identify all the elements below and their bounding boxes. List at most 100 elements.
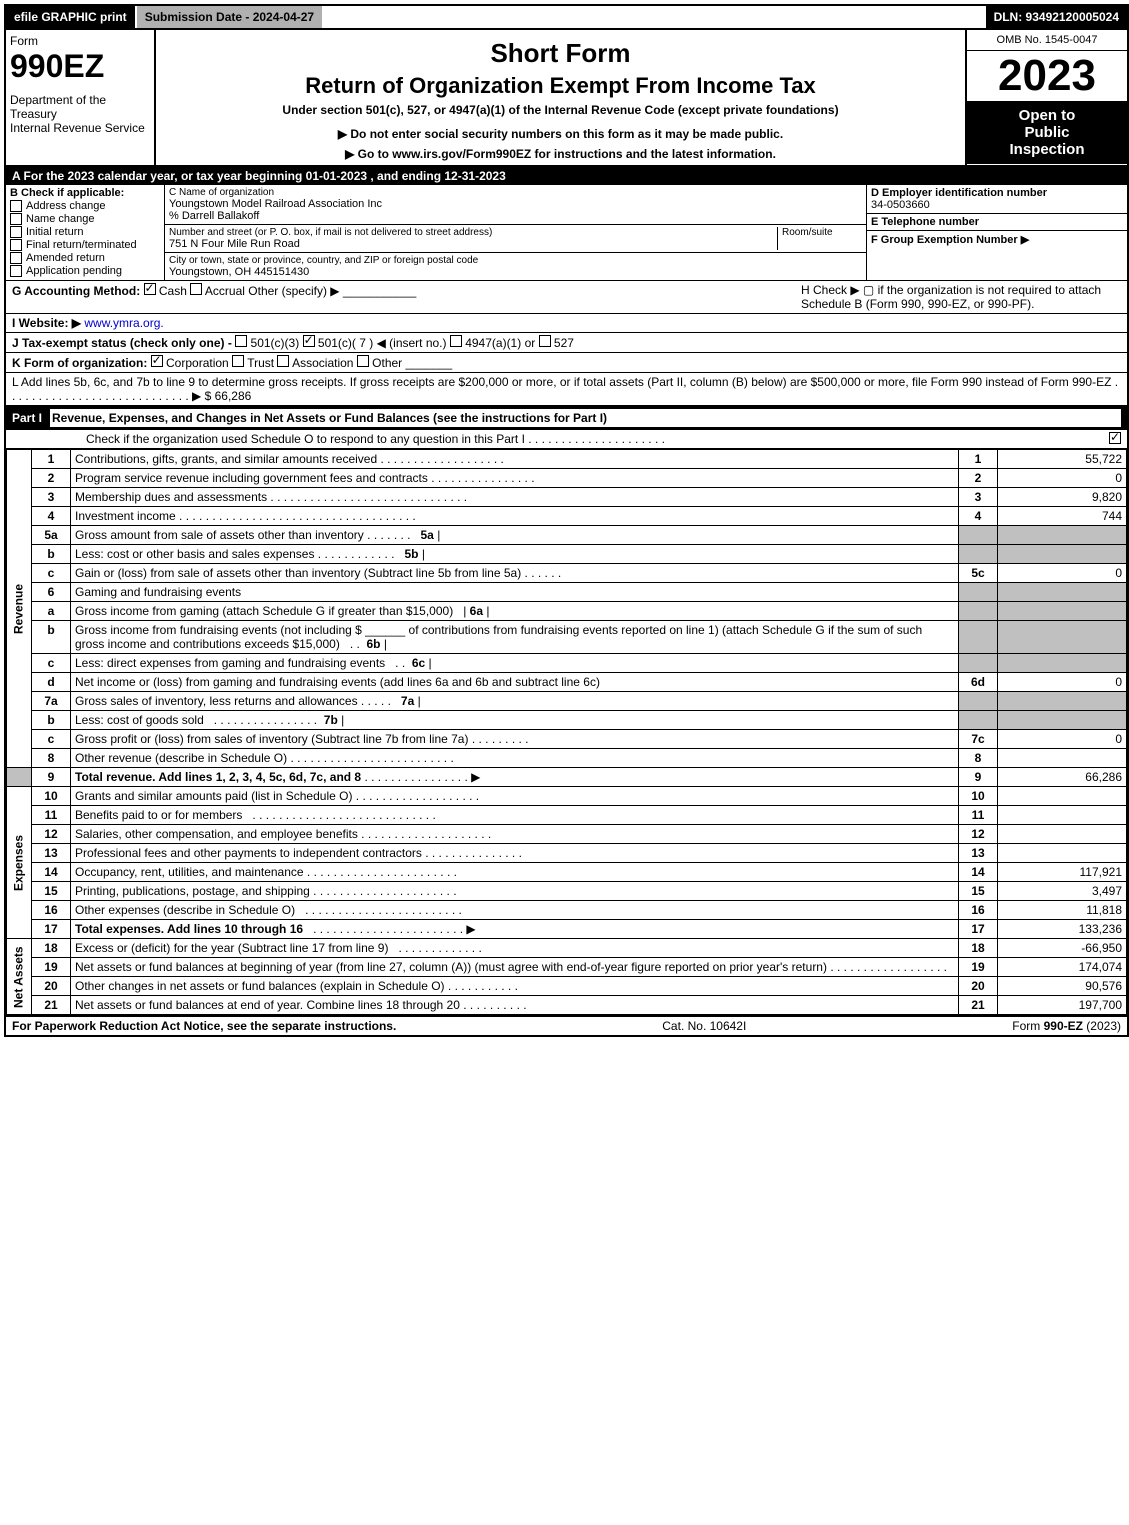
checkbox-501c3[interactable]	[235, 335, 247, 347]
row-g-h: G Accounting Method: Cash Accrual Other …	[6, 281, 1127, 314]
form-number: 990EZ	[10, 48, 150, 85]
checkbox-corporation[interactable]	[151, 355, 163, 367]
col-de: D Employer identification number 34-0503…	[867, 185, 1127, 280]
line-3-desc: Membership dues and assessments . . . . …	[71, 488, 959, 507]
room-suite-label: Room/suite	[777, 227, 862, 250]
row-j-tax-exempt: J Tax-exempt status (check only one) - 5…	[6, 333, 1127, 353]
line-9-amt: 66,286	[998, 768, 1127, 787]
checkbox-accrual[interactable]	[190, 283, 202, 295]
net-assets-side-label: Net Assets	[7, 939, 32, 1015]
checkbox-4947[interactable]	[450, 335, 462, 347]
expenses-side-label: Expenses	[7, 787, 32, 939]
checkbox-amended-return[interactable]	[10, 252, 22, 264]
checkbox-address-change[interactable]	[10, 200, 22, 212]
checkbox-association[interactable]	[277, 355, 289, 367]
footer: For Paperwork Reduction Act Notice, see …	[6, 1015, 1127, 1035]
line-6-desc: Gaming and fundraising events	[71, 583, 959, 602]
l-text: L Add lines 5b, 6c, and 7b to line 9 to …	[12, 375, 1118, 403]
form-990ez: efile GRAPHIC print Submission Date - 20…	[4, 4, 1129, 1037]
line-6a-desc: Gross income from gaming (attach Schedul…	[71, 602, 959, 621]
tax-year: 2023	[967, 51, 1127, 101]
line-5b-desc: Less: cost or other basis and sales expe…	[71, 545, 959, 564]
line-6b-desc: Gross income from fundraising events (no…	[71, 621, 959, 654]
line-19-amt: 174,074	[998, 958, 1127, 977]
checkbox-cash[interactable]	[144, 283, 156, 295]
line-1-desc: Contributions, gifts, grants, and simila…	[71, 450, 959, 469]
efile-print-label[interactable]: efile GRAPHIC print	[6, 6, 135, 28]
checkbox-final-return[interactable]	[10, 239, 22, 251]
line-11-amt	[998, 806, 1127, 825]
row-i-website: I Website: ▶ www.ymra.org.	[6, 314, 1127, 333]
l-amount: 66,286	[215, 389, 252, 403]
line-16-amt: 11,818	[998, 901, 1127, 920]
line-6c-desc: Less: direct expenses from gaming and fu…	[71, 654, 959, 673]
line-15-amt: 3,497	[998, 882, 1127, 901]
ssn-warning: ▶ Do not enter social security numbers o…	[160, 127, 961, 141]
line-8-amt	[998, 749, 1127, 768]
line-10-amt	[998, 787, 1127, 806]
city-label: City or town, state or province, country…	[169, 255, 862, 266]
row-l-gross-receipts: L Add lines 5b, 6c, and 7b to line 9 to …	[6, 373, 1127, 406]
checkbox-trust[interactable]	[232, 355, 244, 367]
h-schedule-b: H Check ▶ ▢ if the organization is not r…	[801, 283, 1121, 311]
street-address: 751 N Four Mile Run Road	[169, 238, 777, 250]
line-6d-amt: 0	[998, 673, 1127, 692]
return-title: Return of Organization Exempt From Incom…	[160, 73, 961, 99]
line-18-amt: -66,950	[998, 939, 1127, 958]
dln-label: DLN: 93492120005024	[986, 6, 1127, 28]
care-of: % Darrell Ballakoff	[169, 210, 862, 222]
line-13-desc: Professional fees and other payments to …	[71, 844, 959, 863]
line-17-amt: 133,236	[998, 920, 1127, 939]
org-name: Youngstown Model Railroad Association In…	[169, 198, 862, 210]
line-17-desc: Total expenses. Add lines 10 through 16 …	[71, 920, 959, 939]
line-21-amt: 197,700	[998, 996, 1127, 1015]
line-19-desc: Net assets or fund balances at beginning…	[71, 958, 959, 977]
info-block: B Check if applicable: Address change Na…	[6, 185, 1127, 281]
b-header: B Check if applicable:	[10, 187, 160, 199]
line-7b-desc: Less: cost of goods sold . . . . . . . .…	[71, 711, 959, 730]
checkbox-name-change[interactable]	[10, 213, 22, 225]
line-7a-desc: Gross sales of inventory, less returns a…	[71, 692, 959, 711]
g-label: G Accounting Method:	[12, 284, 140, 298]
line-2-amt: 0	[998, 469, 1127, 488]
checkbox-application-pending[interactable]	[10, 265, 22, 277]
c-name-label: C Name of organization	[169, 187, 862, 198]
header-left: Form 990EZ Department of the Treasury In…	[6, 30, 156, 165]
k-label: K Form of organization:	[12, 356, 147, 370]
omb-number: OMB No. 1545-0047	[967, 30, 1127, 51]
checkbox-schedule-o[interactable]	[1109, 432, 1121, 444]
form-header: Form 990EZ Department of the Treasury In…	[6, 30, 1127, 167]
ein-label: D Employer identification number	[871, 187, 1123, 199]
footer-center: Cat. No. 10642I	[662, 1019, 746, 1033]
col-c-organization: C Name of organization Youngstown Model …	[165, 185, 867, 280]
line-5c-desc: Gain or (loss) from sale of assets other…	[71, 564, 959, 583]
part-i-check-line: Check if the organization used Schedule …	[6, 430, 1127, 449]
website-link[interactable]: www.ymra.org.	[84, 316, 163, 330]
checkbox-527[interactable]	[539, 335, 551, 347]
line-5c-amt: 0	[998, 564, 1127, 583]
line-7c-desc: Gross profit or (loss) from sales of inv…	[71, 730, 959, 749]
top-bar: efile GRAPHIC print Submission Date - 20…	[6, 6, 1127, 30]
checkbox-initial-return[interactable]	[10, 226, 22, 238]
part-i-title: Revenue, Expenses, and Changes in Net As…	[50, 409, 1121, 427]
footer-right: Form 990-EZ (2023)	[1012, 1019, 1121, 1033]
col-b-checkboxes: B Check if applicable: Address change Na…	[6, 185, 165, 280]
line-10-desc: Grants and similar amounts paid (list in…	[71, 787, 959, 806]
line-16-desc: Other expenses (describe in Schedule O) …	[71, 901, 959, 920]
street-label: Number and street (or P. O. box, if mail…	[169, 227, 777, 238]
header-center: Short Form Return of Organization Exempt…	[156, 30, 965, 165]
header-right: OMB No. 1545-0047 2023 Open to Public In…	[965, 30, 1127, 165]
form-word: Form	[10, 34, 150, 48]
goto-link[interactable]: ▶ Go to www.irs.gov/Form990EZ for instru…	[160, 147, 961, 161]
dept-treasury: Department of the Treasury	[10, 93, 150, 121]
checkbox-other-org[interactable]	[357, 355, 369, 367]
group-exemption-label: F Group Exemption Number ▶	[871, 233, 1123, 246]
line-3-amt: 9,820	[998, 488, 1127, 507]
city-state-zip: Youngstown, OH 445151430	[169, 266, 862, 278]
line-12-desc: Salaries, other compensation, and employ…	[71, 825, 959, 844]
checkbox-501c[interactable]	[303, 335, 315, 347]
revenue-side-label: Revenue	[7, 450, 32, 768]
line-14-desc: Occupancy, rent, utilities, and maintena…	[71, 863, 959, 882]
line-5a-desc: Gross amount from sale of assets other t…	[71, 526, 959, 545]
j-label: J Tax-exempt status (check only one) -	[12, 336, 232, 350]
